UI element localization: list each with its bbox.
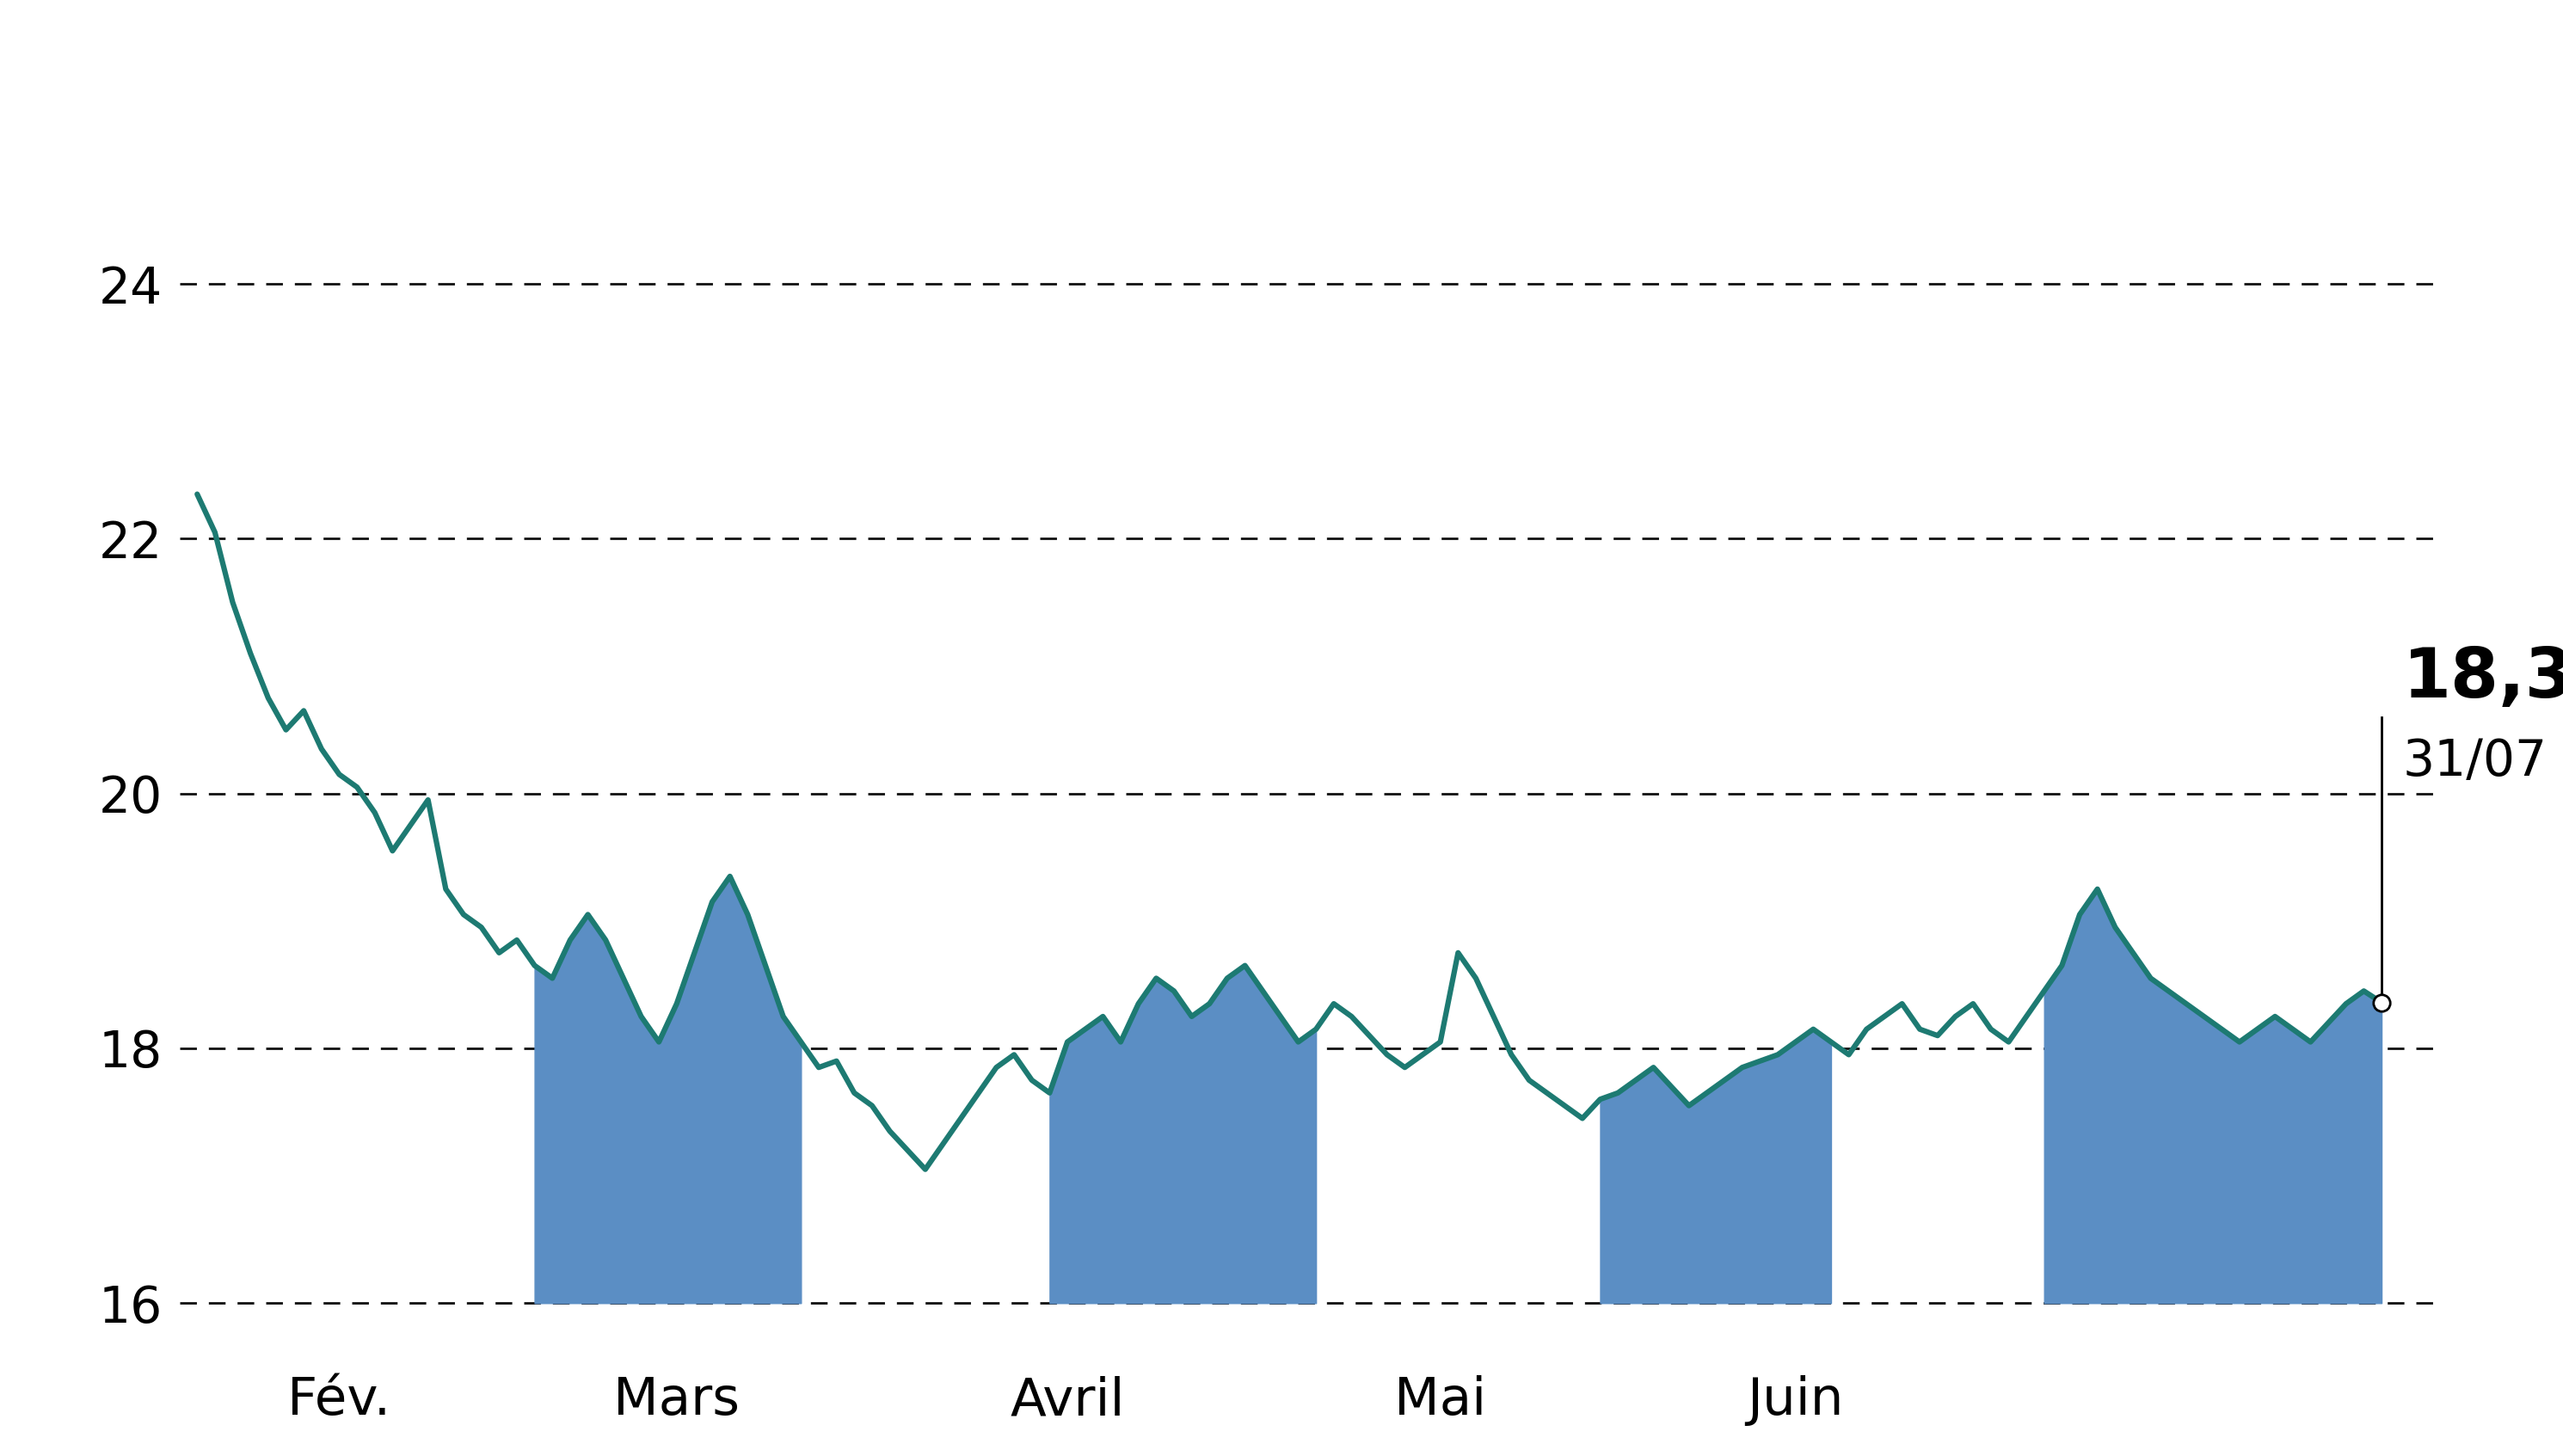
Text: Deutsche Wohnen SE: Deutsche Wohnen SE	[710, 23, 1853, 115]
Text: 18,36: 18,36	[2404, 645, 2563, 712]
Text: 31/07: 31/07	[2404, 737, 2548, 786]
